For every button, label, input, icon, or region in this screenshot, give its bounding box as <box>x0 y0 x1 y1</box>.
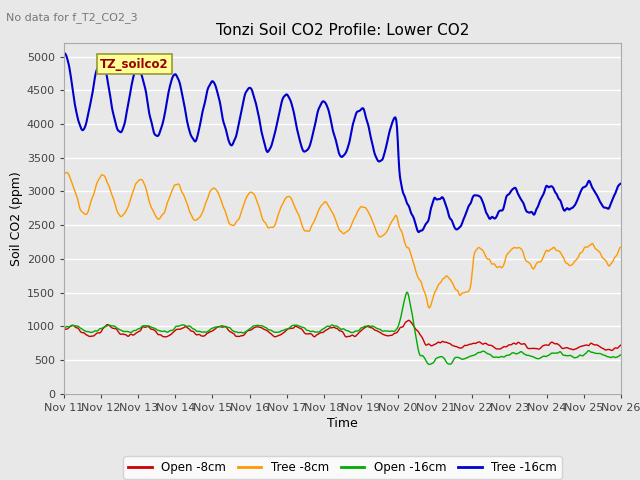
Tree -16cm <box>428 205 435 211</box>
Tree -16cm <box>127 84 135 89</box>
Tree -8cm <box>71 189 79 194</box>
Open -16cm <box>411 327 419 333</box>
Open -8cm <box>607 348 615 353</box>
Open -16cm <box>70 323 78 329</box>
Line: Tree -16cm: Tree -16cm <box>64 53 621 232</box>
Tree -8cm <box>128 191 136 197</box>
Open -16cm <box>617 352 625 358</box>
Tree -16cm <box>184 122 192 128</box>
Legend: Open -8cm, Tree -8cm, Open -16cm, Tree -16cm: Open -8cm, Tree -8cm, Open -16cm, Tree -… <box>124 456 561 479</box>
Tree -16cm <box>70 96 78 102</box>
Tree -16cm <box>410 216 418 222</box>
Open -8cm <box>127 331 135 337</box>
Tree -16cm <box>415 229 422 235</box>
Open -16cm <box>428 360 436 366</box>
Tree -8cm <box>185 206 193 212</box>
Open -8cm <box>214 324 221 330</box>
Open -8cm <box>411 325 419 331</box>
Tree -8cm <box>617 244 625 250</box>
Open -16cm <box>184 324 192 329</box>
Line: Open -8cm: Open -8cm <box>64 320 621 350</box>
Open -16cm <box>214 324 221 330</box>
Y-axis label: Soil CO2 (ppm): Soil CO2 (ppm) <box>10 171 22 266</box>
Tree -16cm <box>214 89 221 95</box>
Tree -8cm <box>214 190 222 196</box>
Line: Tree -8cm: Tree -8cm <box>64 172 621 308</box>
X-axis label: Time: Time <box>327 417 358 430</box>
Tree -8cm <box>60 170 68 176</box>
Tree -8cm <box>426 305 433 311</box>
Open -8cm <box>617 342 625 348</box>
Text: No data for f_T2_CO2_3: No data for f_T2_CO2_3 <box>6 12 138 23</box>
Tree -16cm <box>60 50 68 56</box>
Tree -16cm <box>617 180 625 186</box>
Line: Open -16cm: Open -16cm <box>64 292 621 364</box>
Open -16cm <box>60 326 68 332</box>
Open -16cm <box>403 289 411 295</box>
Open -16cm <box>426 361 433 367</box>
Open -8cm <box>70 323 78 329</box>
Open -8cm <box>404 317 412 323</box>
Open -8cm <box>184 325 192 331</box>
Open -8cm <box>60 326 68 332</box>
Tree -8cm <box>411 264 419 270</box>
Open -8cm <box>428 343 435 348</box>
Open -16cm <box>127 329 135 335</box>
Title: Tonzi Soil CO2 Profile: Lower CO2: Tonzi Soil CO2 Profile: Lower CO2 <box>216 23 469 38</box>
Tree -8cm <box>428 299 436 305</box>
Text: TZ_soilco2: TZ_soilco2 <box>100 58 169 71</box>
Tree -8cm <box>63 169 71 175</box>
